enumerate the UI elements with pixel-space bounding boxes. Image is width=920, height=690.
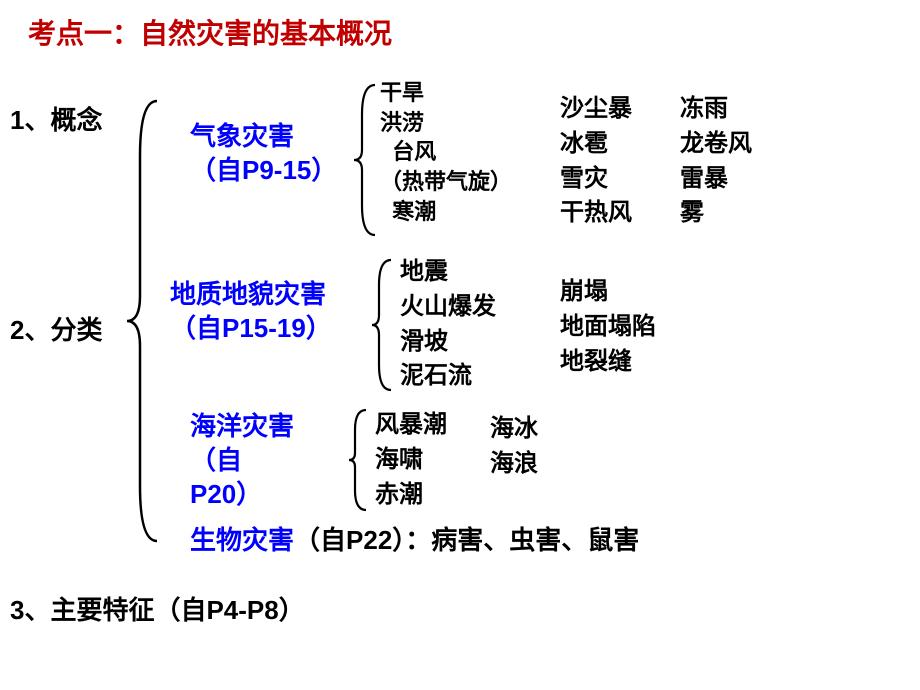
section-2-label: 2、分类 [10, 310, 102, 347]
category-bio-line: 生物灾害（自P22）：病害、虫害、鼠害 [190, 520, 639, 557]
page-title: 考点一：自然灾害的基本概况 [28, 12, 392, 52]
meteo-col3: 冻雨 龙卷风 雷暴 雾 [680, 92, 752, 231]
bio-label-blue: 生物灾害 [190, 525, 294, 555]
brace-geo [368, 255, 396, 395]
geo-col2: 崩塌 地面塌陷 地裂缝 [560, 275, 656, 379]
brace-main [122, 96, 162, 546]
ocean-col1: 风暴潮 海啸 赤潮 [375, 408, 447, 512]
brace-ocean [345, 405, 371, 515]
section-1-label: 1、概念 [10, 100, 102, 137]
brace-meteo [350, 80, 380, 240]
meteo-col1: 干旱 洪涝 台风 （热带气旋） 寒潮 [380, 78, 512, 226]
category-meteo-label: 气象灾害 （自P9-15） [190, 120, 337, 188]
category-ocean-label: 海洋灾害 （自 P20） [190, 410, 294, 511]
ocean-col2: 海冰 海浪 [490, 412, 538, 482]
category-geo-label: 地质地貌灾害 （自P15-19） [170, 278, 332, 346]
meteo-col2: 沙尘暴 冰雹 雪灾 干热风 [560, 92, 632, 231]
geo-col1: 地震 火山爆发 滑坡 泥石流 [400, 255, 496, 394]
bio-label-black: （自P22）：病害、虫害、鼠害 [294, 525, 639, 555]
section-3-label: 3、主要特征（自P4-P8） [10, 590, 305, 627]
